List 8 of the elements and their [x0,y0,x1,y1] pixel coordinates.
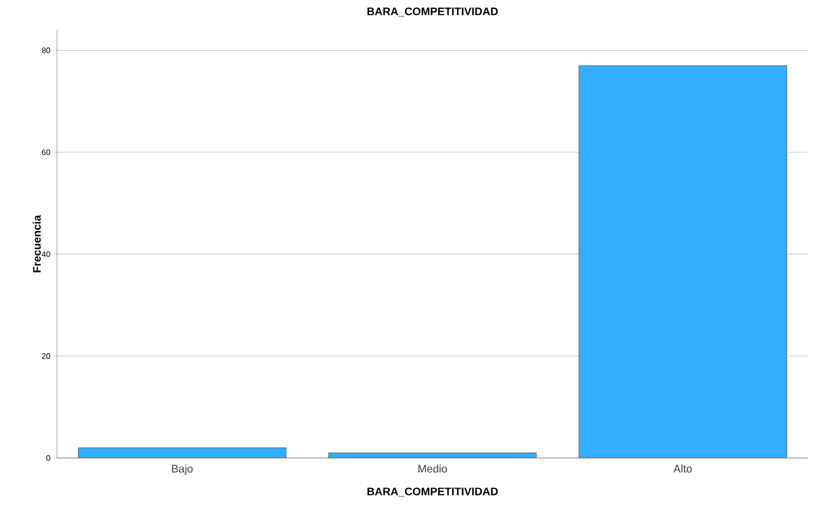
bar [78,448,286,458]
x-axis-title: BARA_COMPETITIVIDAD [367,488,498,497]
bar [578,65,787,458]
x-tick-label: Bajo [172,464,193,475]
y-axis-title: Frecuencia [32,215,41,272]
chart-title: BARA_COMPETITIVIDAD [367,8,498,17]
x-tick-label: Alto [673,464,692,473]
x-tick-label: Medio [418,464,447,473]
